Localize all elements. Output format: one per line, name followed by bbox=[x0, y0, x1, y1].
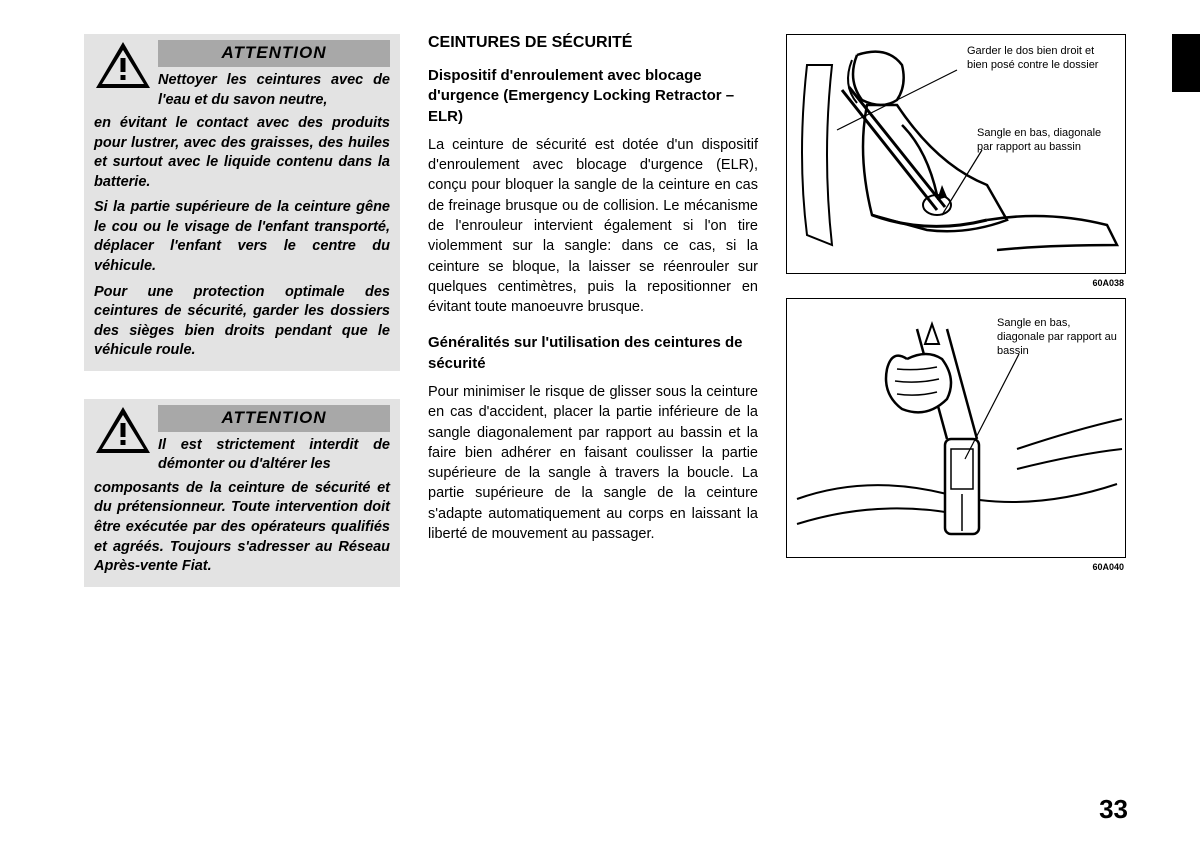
sub-heading: Dispositif d'enroulement avec blocage d'… bbox=[428, 66, 758, 127]
warning-triangle-icon bbox=[94, 40, 152, 90]
figure-label: Sangle en bas, diagonale par rapport au … bbox=[997, 317, 1117, 358]
body-paragraph: Pour minimiser le risque de glisser sous… bbox=[428, 382, 758, 544]
right-column: Garder le dos bien droit et bien posé co… bbox=[786, 34, 1126, 615]
figure-label: Garder le dos bien droit et bien posé co… bbox=[967, 45, 1117, 73]
section-tab bbox=[1172, 34, 1200, 92]
figure-1-wrap: Garder le dos bien droit et bien posé co… bbox=[786, 34, 1126, 274]
warning-triangle-icon bbox=[94, 405, 152, 455]
left-column: ATTENTION Nettoyer les ceintures avec de… bbox=[84, 34, 400, 615]
warning-text: en évitant le contact avec des produits … bbox=[94, 114, 390, 192]
page-content: ATTENTION Nettoyer les ceintures avec de… bbox=[0, 0, 1200, 615]
warning-text: Pour une protection optimale des ceintur… bbox=[94, 283, 390, 361]
figure-2-wrap: Sangle en bas, diagonale par rapport au … bbox=[786, 298, 1126, 558]
figure-seatbelt-posture: Garder le dos bien droit et bien posé co… bbox=[786, 34, 1126, 274]
figure-code: 60A038 bbox=[1092, 278, 1124, 288]
warning-text: Il est strictement interdit de démonter … bbox=[158, 436, 390, 475]
warning-text: composants de la ceinture de sécurité et… bbox=[94, 479, 390, 577]
figure-label: Sangle en bas, diagonale par rapport au … bbox=[977, 127, 1117, 155]
warning-text: Si la partie supérieure de la ceinture g… bbox=[94, 198, 390, 276]
sub-heading: Généralités sur l'utilisation des ceintu… bbox=[428, 333, 758, 374]
warning-title: ATTENTION bbox=[158, 40, 390, 67]
warning-title: ATTENTION bbox=[158, 405, 390, 432]
page-number: 33 bbox=[1099, 794, 1128, 825]
figure-code: 60A040 bbox=[1092, 562, 1124, 572]
middle-column: CEINTURES DE SÉCURITÉ Dispositif d'enrou… bbox=[428, 34, 758, 615]
warning-box-1: ATTENTION Nettoyer les ceintures avec de… bbox=[84, 34, 400, 371]
section-heading: CEINTURES DE SÉCURITÉ bbox=[428, 34, 758, 52]
body-paragraph: La ceinture de sécurité est dotée d'un d… bbox=[428, 135, 758, 318]
warning-text: Nettoyer les ceintures avec de l'eau et … bbox=[158, 71, 390, 110]
warning-box-2: ATTENTION Il est strictement interdit de… bbox=[84, 399, 400, 587]
figure-seatbelt-buckle: Sangle en bas, diagonale par rapport au … bbox=[786, 298, 1126, 558]
